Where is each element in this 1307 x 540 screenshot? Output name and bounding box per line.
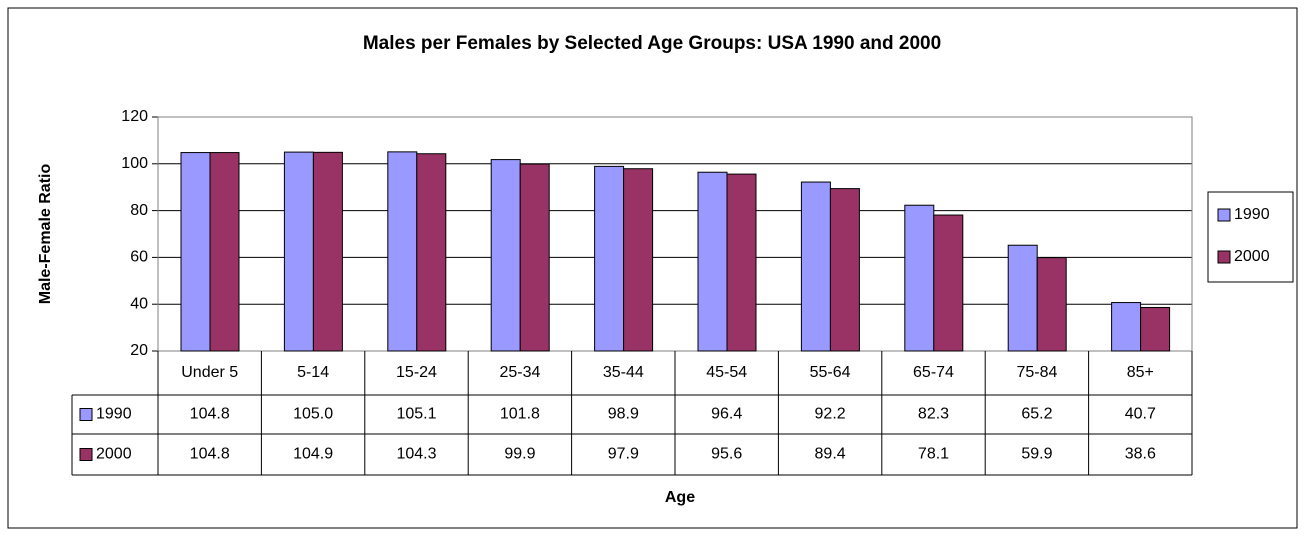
y-tick-label: 40 — [130, 295, 148, 312]
x-tick-label: 65-74 — [913, 364, 954, 381]
table-value: 99.9 — [504, 446, 535, 463]
table-value: 78.1 — [918, 446, 949, 463]
table-value: 104.8 — [190, 406, 230, 423]
table-legend-swatch — [79, 448, 93, 461]
bar — [387, 151, 418, 352]
x-tick-label: 25-34 — [499, 364, 540, 381]
legend-box — [1207, 191, 1294, 283]
bar — [180, 152, 211, 352]
legend-swatch — [1217, 250, 1231, 264]
table-value: 82.3 — [918, 406, 949, 423]
bar — [933, 214, 964, 352]
table-value: 59.9 — [1021, 446, 1052, 463]
table-value: 98.9 — [608, 406, 639, 423]
x-axis-label: Age — [665, 489, 695, 506]
legend-swatch — [1217, 208, 1231, 222]
table-value: 96.4 — [711, 406, 742, 423]
table-series-name: 2000 — [96, 446, 132, 463]
y-tick-label: 20 — [130, 342, 148, 359]
table-series-name: 1990 — [96, 406, 132, 423]
x-tick-label: 5-14 — [297, 364, 329, 381]
legend-label: 1990 — [1234, 206, 1270, 223]
bar — [283, 151, 314, 352]
table-value: 38.6 — [1125, 446, 1156, 463]
bar — [697, 171, 728, 352]
y-tick-label: 60 — [130, 249, 148, 266]
bar — [623, 168, 654, 352]
table-value: 105.1 — [396, 406, 436, 423]
table-value: 104.9 — [293, 446, 333, 463]
table-value: 104.3 — [396, 446, 436, 463]
x-tick-label: 55-64 — [810, 364, 851, 381]
bar — [800, 181, 831, 352]
y-tick-label: 80 — [130, 202, 148, 219]
x-tick-label: 35-44 — [603, 364, 644, 381]
chart-title: Males per Females by Selected Age Groups… — [363, 33, 941, 54]
x-tick-label: 15-24 — [396, 364, 437, 381]
x-tick-label: 85+ — [1127, 364, 1154, 381]
table-value: 101.8 — [500, 406, 540, 423]
bar — [829, 188, 860, 352]
table-value: 95.6 — [711, 446, 742, 463]
x-tick-label: 45-54 — [706, 364, 747, 381]
bar — [519, 163, 550, 352]
table-value: 104.8 — [190, 446, 230, 463]
bar — [1111, 302, 1142, 352]
bar — [904, 204, 935, 352]
table-legend-swatch — [79, 408, 93, 421]
bar — [209, 152, 240, 352]
table-value: 40.7 — [1125, 406, 1156, 423]
bar — [726, 173, 757, 352]
x-tick-label: 75-84 — [1016, 364, 1057, 381]
bar — [1036, 257, 1067, 352]
x-tick-label: Under 5 — [181, 364, 238, 381]
table-value: 65.2 — [1021, 406, 1052, 423]
bar — [594, 165, 625, 352]
y-tick-label: 100 — [121, 155, 148, 172]
bar — [416, 153, 447, 352]
bar — [1140, 306, 1171, 352]
table-value: 89.4 — [815, 446, 846, 463]
table-value: 105.0 — [293, 406, 333, 423]
bar — [490, 159, 521, 352]
legend-label: 2000 — [1234, 248, 1270, 265]
bar — [312, 151, 343, 352]
y-tick-label: 120 — [121, 108, 148, 125]
table-value: 97.9 — [608, 446, 639, 463]
bar — [1007, 244, 1038, 352]
table-value: 92.2 — [815, 406, 846, 423]
y-axis-label: Male-Female Ratio — [37, 164, 54, 305]
